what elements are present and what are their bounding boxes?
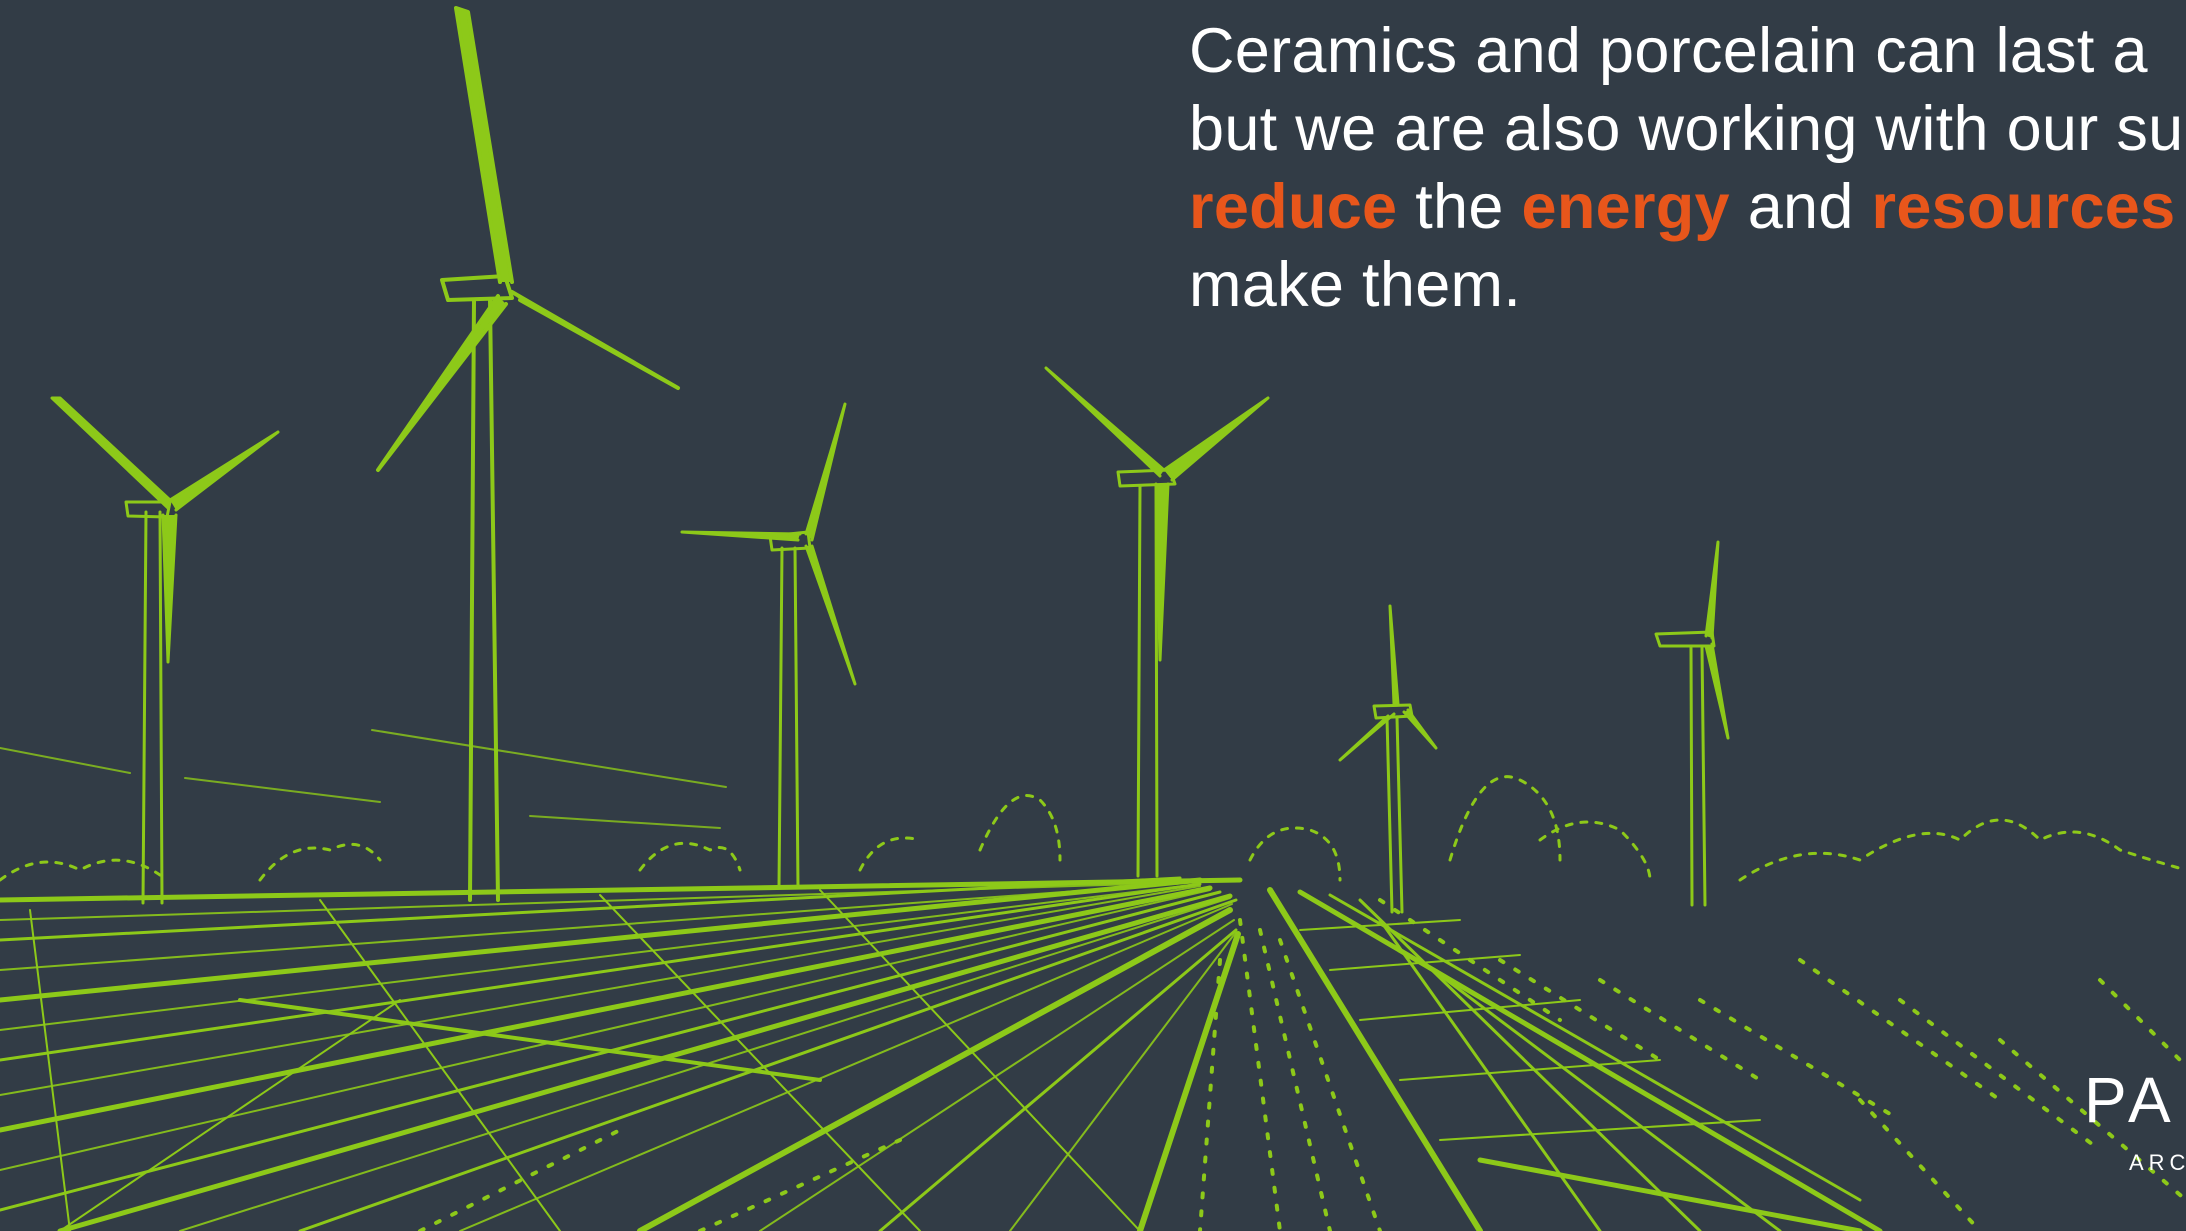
headline-text: Ceramics and porcelain can last a but we… [1189,12,2186,324]
headline-line-2: but we are also working with our su [1189,94,2184,164]
brand-logo: PA ARC [2084,1068,2186,1178]
wind-turbine-2 [376,6,680,902]
grass [418,898,2186,1231]
headline-line-1: Ceramics and porcelain can last a [1189,16,2148,86]
wind-turbine-3 [680,402,857,890]
logo-mark: PA [2084,1064,2177,1136]
connector-text: and [1729,172,1872,242]
highlight-reduce: reduce [1189,172,1398,242]
treeline [0,775,2186,882]
wind-turbine-6 [1654,540,1730,907]
highlight-resources: resources [1871,172,2176,242]
solar-field-left [0,876,1243,1231]
connector-text: the [1397,172,1522,242]
wind-turbine-4 [1044,366,1270,878]
highlight-energy: energy [1521,172,1730,242]
headline-line-4: make them. [1189,250,1522,320]
wind-turbine-1 [50,396,280,905]
headline-line-3: reduce the energy and resources [1189,168,2186,246]
logo-subtitle: ARC [2129,1150,2186,1175]
horizon-lines [0,729,727,829]
wind-turbine-5 [1338,604,1438,914]
solar-field-right [1267,887,1883,1231]
